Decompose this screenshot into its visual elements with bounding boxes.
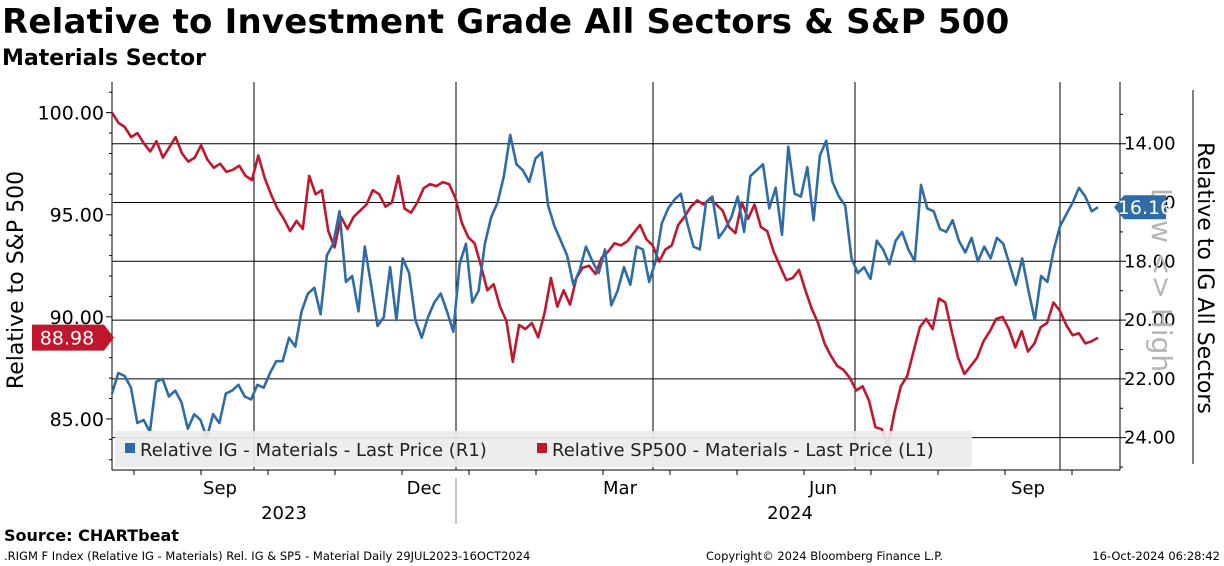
left-tick-label: 90.00: [50, 307, 104, 329]
left-axis-title: Relative to S&P 500: [4, 171, 29, 389]
legend-swatch-sp500: [537, 443, 547, 453]
right-tick-label: 24.00: [1124, 428, 1176, 449]
x-year-label: 2024: [767, 503, 813, 524]
sp500-series-line: [110, 111, 1099, 447]
ig-last-value-tag: [1114, 195, 1166, 220]
x-month-label: Dec: [407, 478, 442, 499]
x-month-label: Jun: [808, 478, 837, 499]
x-month-label: Sep: [1011, 478, 1045, 499]
ig-last-value-label: 16.16: [1118, 197, 1172, 219]
footer-timestamp: 16-Oct-2024 06:28:42: [1092, 549, 1220, 563]
chart-title: Relative to Investment Grade All Sectors…: [2, 2, 1010, 42]
left-tick-label: 100.00: [38, 103, 104, 125]
right-tick-label: 22.00: [1124, 369, 1176, 390]
right-tick-label: 14.00: [1124, 134, 1176, 155]
right-tick-label: 18.00: [1124, 251, 1176, 272]
right-tick-label: 20.00: [1124, 310, 1176, 331]
legend-label-sp500: Relative SP500 - Materials - Last Price …: [552, 440, 934, 461]
right-axis-title: Relative to IG All Sectors: [1192, 142, 1217, 414]
legend-swatch-ig: [125, 443, 135, 453]
left-tick-label: 85.00: [50, 409, 104, 431]
sp500-last-value-tag: [32, 324, 114, 351]
source-note: Source: CHARTbeat: [4, 526, 179, 545]
sp500-last-value-label: 88.98: [40, 328, 94, 350]
x-month-label: Mar: [603, 478, 638, 499]
left-tick-label: 95.00: [50, 205, 104, 227]
chart-subtitle: Materials Sector: [2, 46, 206, 71]
x-year-label: 2023: [261, 503, 307, 524]
x-month-label: Sep: [203, 478, 237, 499]
legend-label-ig: Relative IG - Materials - Last Price (R1…: [140, 440, 487, 461]
footer-index-info: .RIGM F Index (Relative IG - Materials) …: [4, 549, 531, 563]
footer-copyright: Copyright© 2024 Bloomberg Finance L.P.: [706, 549, 943, 563]
ig-series-line: [110, 133, 1099, 440]
